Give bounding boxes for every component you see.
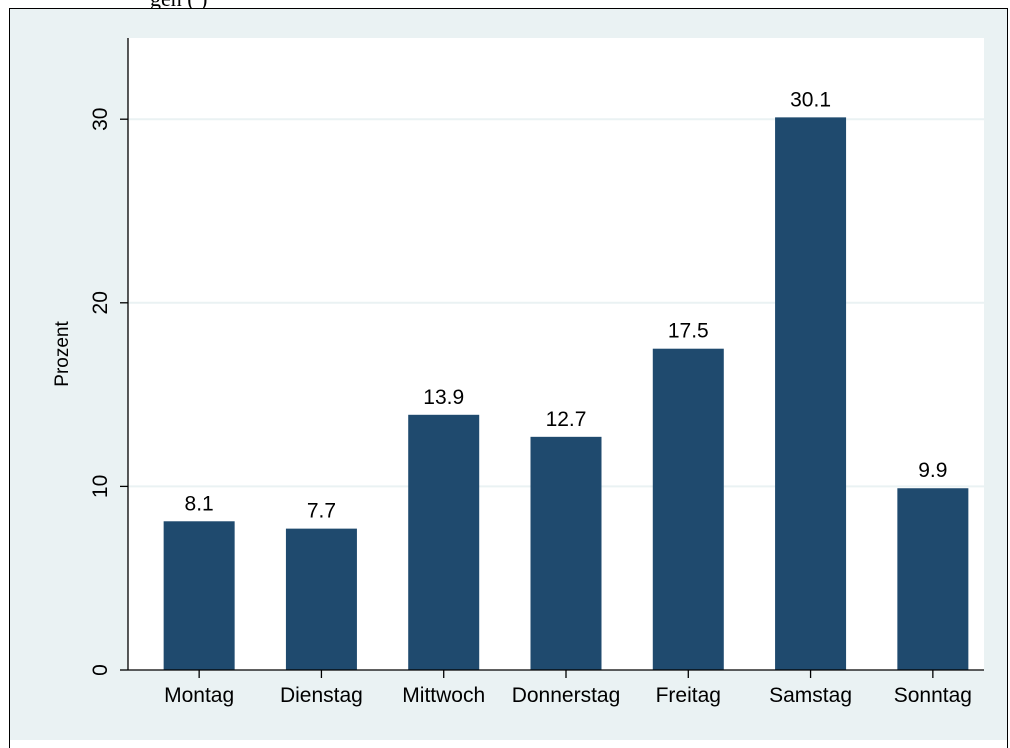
category-label: Donnerstag (512, 684, 621, 707)
value-labels: 8.1 7.7 13.9 12.7 17.5 30.1 9.9 (185, 88, 948, 522)
category-label: Dienstag (280, 684, 363, 707)
y-tick-label: 20 (89, 291, 112, 314)
value-label: 8.1 (185, 492, 214, 515)
value-label: 12.7 (546, 408, 587, 431)
bar-samstag (775, 117, 847, 670)
bar-mittwoch (408, 414, 480, 670)
y-tick-label: 10 (89, 475, 112, 498)
bar-montag (163, 521, 235, 670)
category-label: Montag (164, 684, 234, 707)
category-label: Sonntag (894, 684, 972, 707)
x-ticks: Montag Dienstag Mittwoch Donnerstag Freitag S… (164, 670, 972, 707)
cut-off-title: gen ( ) (150, 0, 207, 12)
category-label: Samstag (769, 684, 852, 707)
bar-sonntag (897, 488, 969, 670)
y-tick-label: 30 (89, 108, 112, 131)
y-tick-label: 0 (89, 664, 112, 676)
value-label: 30.1 (790, 88, 831, 111)
value-label: 17.5 (668, 320, 709, 343)
value-label: 7.7 (307, 500, 336, 523)
y-ticks: 0 10 20 30 (89, 108, 128, 676)
y-axis-title: Prozent (52, 321, 73, 387)
category-label: Mittwoch (402, 684, 485, 707)
bars (163, 117, 969, 670)
bar-freitag (652, 348, 724, 670)
bar-dienstag (285, 528, 357, 670)
figure-frame (9, 8, 1008, 748)
value-label: 9.9 (918, 459, 947, 482)
category-label: Freitag (656, 684, 721, 707)
value-label: 13.9 (423, 386, 464, 409)
bar-donnerstag (530, 436, 602, 670)
